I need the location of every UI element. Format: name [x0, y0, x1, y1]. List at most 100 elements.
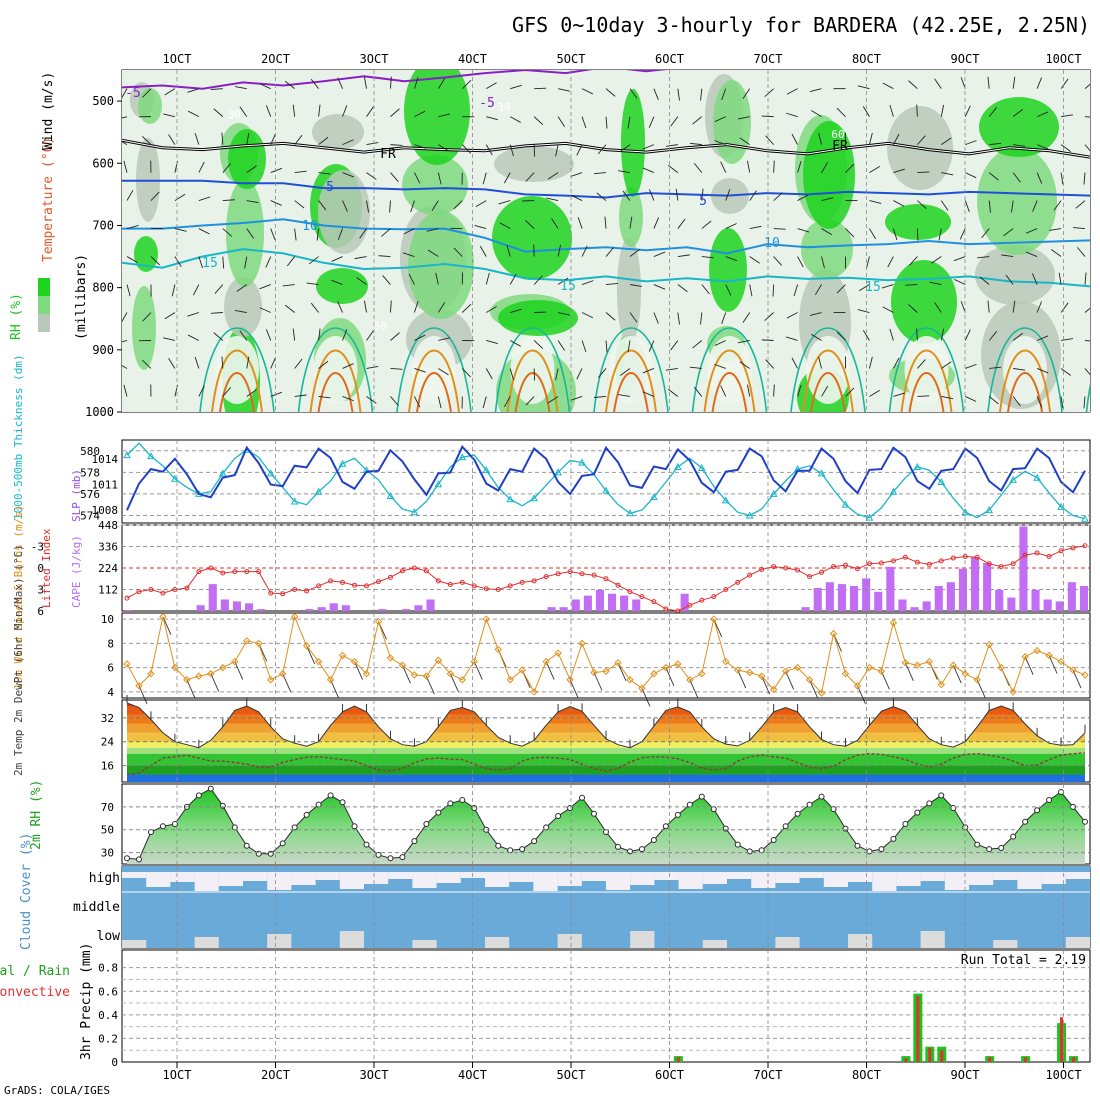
- wind10m-label: 10m Wind Speed & Barbs (m/s): [12, 505, 25, 690]
- lifted-index-point: [1058, 548, 1064, 554]
- precip-convective-bar: [1024, 1057, 1028, 1062]
- wind-barb: [605, 88, 616, 97]
- wind-barb: [773, 192, 783, 201]
- cloud-low-gap: [267, 934, 292, 948]
- isotherm-20-outer: [888, 327, 965, 412]
- wind-speed-point: [542, 657, 550, 666]
- wind-barb: [862, 329, 870, 341]
- cloud-cover-label: Cloud Cover (%): [19, 833, 34, 950]
- lifted-index-point: [364, 583, 369, 589]
- wind10m-barb: [1072, 669, 1082, 689]
- wind-label: Wind (m/s): [41, 72, 56, 150]
- wind-speed-point: [219, 663, 227, 672]
- wind-barb: [509, 144, 514, 157]
- wind-barb: [988, 107, 998, 117]
- wind-barb: [438, 368, 449, 376]
- x-tick-top-9: 10OCT: [1045, 52, 1081, 66]
- rh-ytick-2: 70: [101, 801, 114, 814]
- li-ytick-3: 6: [37, 605, 44, 618]
- wind-barb: [821, 197, 834, 202]
- wind-barb: [764, 88, 774, 98]
- wind-barb: [533, 275, 543, 285]
- temp2m-label: 2m Temp 2m DewPt (6hr Min/Max) (°C): [12, 544, 25, 776]
- wind-barb: [485, 272, 490, 285]
- cloud-high-gap: [678, 872, 703, 889]
- wind-barb: [1060, 396, 1064, 409]
- rh-point: [315, 801, 322, 808]
- wind-barb: [294, 358, 303, 369]
- precip-convective-bar: [940, 1050, 944, 1062]
- precip-convective-bar: [1072, 1057, 1076, 1062]
- wind-barb: [845, 387, 855, 397]
- wind-barb: [427, 249, 439, 257]
- lifted-index-point: [471, 583, 477, 589]
- wind-barb: [889, 328, 894, 341]
- lifted-index-point: [663, 606, 669, 612]
- wind-barb: [818, 132, 822, 145]
- wind-barb: [653, 284, 666, 290]
- x-tick-bottom-7: 8OCT: [852, 1068, 881, 1082]
- lifted-index-point: [543, 574, 549, 580]
- rh-point: [147, 829, 154, 835]
- wind-barb: [378, 255, 391, 257]
- wind-barb: [618, 170, 631, 174]
- wind-speed-point: [1057, 657, 1065, 666]
- wind-barb: [187, 110, 200, 118]
- wind-barb: [246, 389, 257, 397]
- wind-speed-point: [338, 651, 347, 660]
- wind10m-barb: [881, 671, 890, 690]
- wind-speed-point: [243, 637, 251, 645]
- wind-barb: [413, 300, 419, 313]
- wind-barb: [576, 144, 583, 156]
- wind-barb: [714, 340, 726, 346]
- wind-barb: [123, 384, 128, 397]
- wind10m-barb: [1048, 655, 1058, 674]
- wind-barb: [222, 163, 232, 173]
- wind-barb: [811, 110, 822, 118]
- lifted-index-point: [148, 587, 154, 592]
- wind-barb: [410, 200, 415, 213]
- wind-speed-point: [398, 661, 407, 669]
- wind-barb: [667, 388, 679, 397]
- lifted-index-point: [579, 571, 585, 577]
- rh-point: [519, 846, 526, 853]
- precip-convective-bar: [676, 1057, 680, 1062]
- wind-barb: [1001, 254, 1014, 257]
- wind-barb: [381, 228, 391, 237]
- wind-barb: [857, 309, 870, 313]
- wind-barb: [773, 228, 786, 230]
- lifted-index-point: [567, 569, 573, 575]
- wind-speed-point: [757, 672, 766, 680]
- wind-barb: [653, 88, 659, 100]
- cloud-high-gap: [702, 872, 727, 884]
- wind-speed-point: [829, 629, 838, 638]
- wind-speed-point: [877, 667, 886, 675]
- cape-bar: [971, 557, 980, 611]
- wind-ytick-1: 6: [107, 662, 114, 675]
- panel-thickness-slp: 574 576 578 580 1008 1011 1014: [80, 442, 1090, 522]
- wind-barb: [1036, 335, 1049, 341]
- wind-barb: [1036, 144, 1049, 150]
- wind-speed-point: [290, 612, 299, 621]
- wind-barb: [213, 108, 224, 117]
- rh-point: [758, 847, 765, 854]
- wind-speed-point: [350, 657, 359, 666]
- isotherm-FR-inner: [122, 139, 1090, 158]
- wind-barb: [342, 396, 354, 402]
- wind-barb: [126, 256, 138, 263]
- lifted-index-point: [208, 565, 214, 571]
- wind-barb: [869, 200, 882, 204]
- wind-barb: [581, 116, 587, 129]
- wind-speed-point: [123, 660, 131, 668]
- cape-bar: [402, 609, 411, 611]
- cloud-high-gap: [969, 872, 994, 885]
- cloud-high-gap: [896, 872, 921, 886]
- thickness-point: [769, 489, 778, 497]
- wind10m-barb: [282, 673, 292, 692]
- wind-barb: [142, 359, 152, 369]
- slp-line: [126, 445, 1086, 511]
- wind10m-barb: [1024, 656, 1034, 675]
- wind-speed-point: [302, 642, 311, 650]
- rh-point: [267, 850, 274, 857]
